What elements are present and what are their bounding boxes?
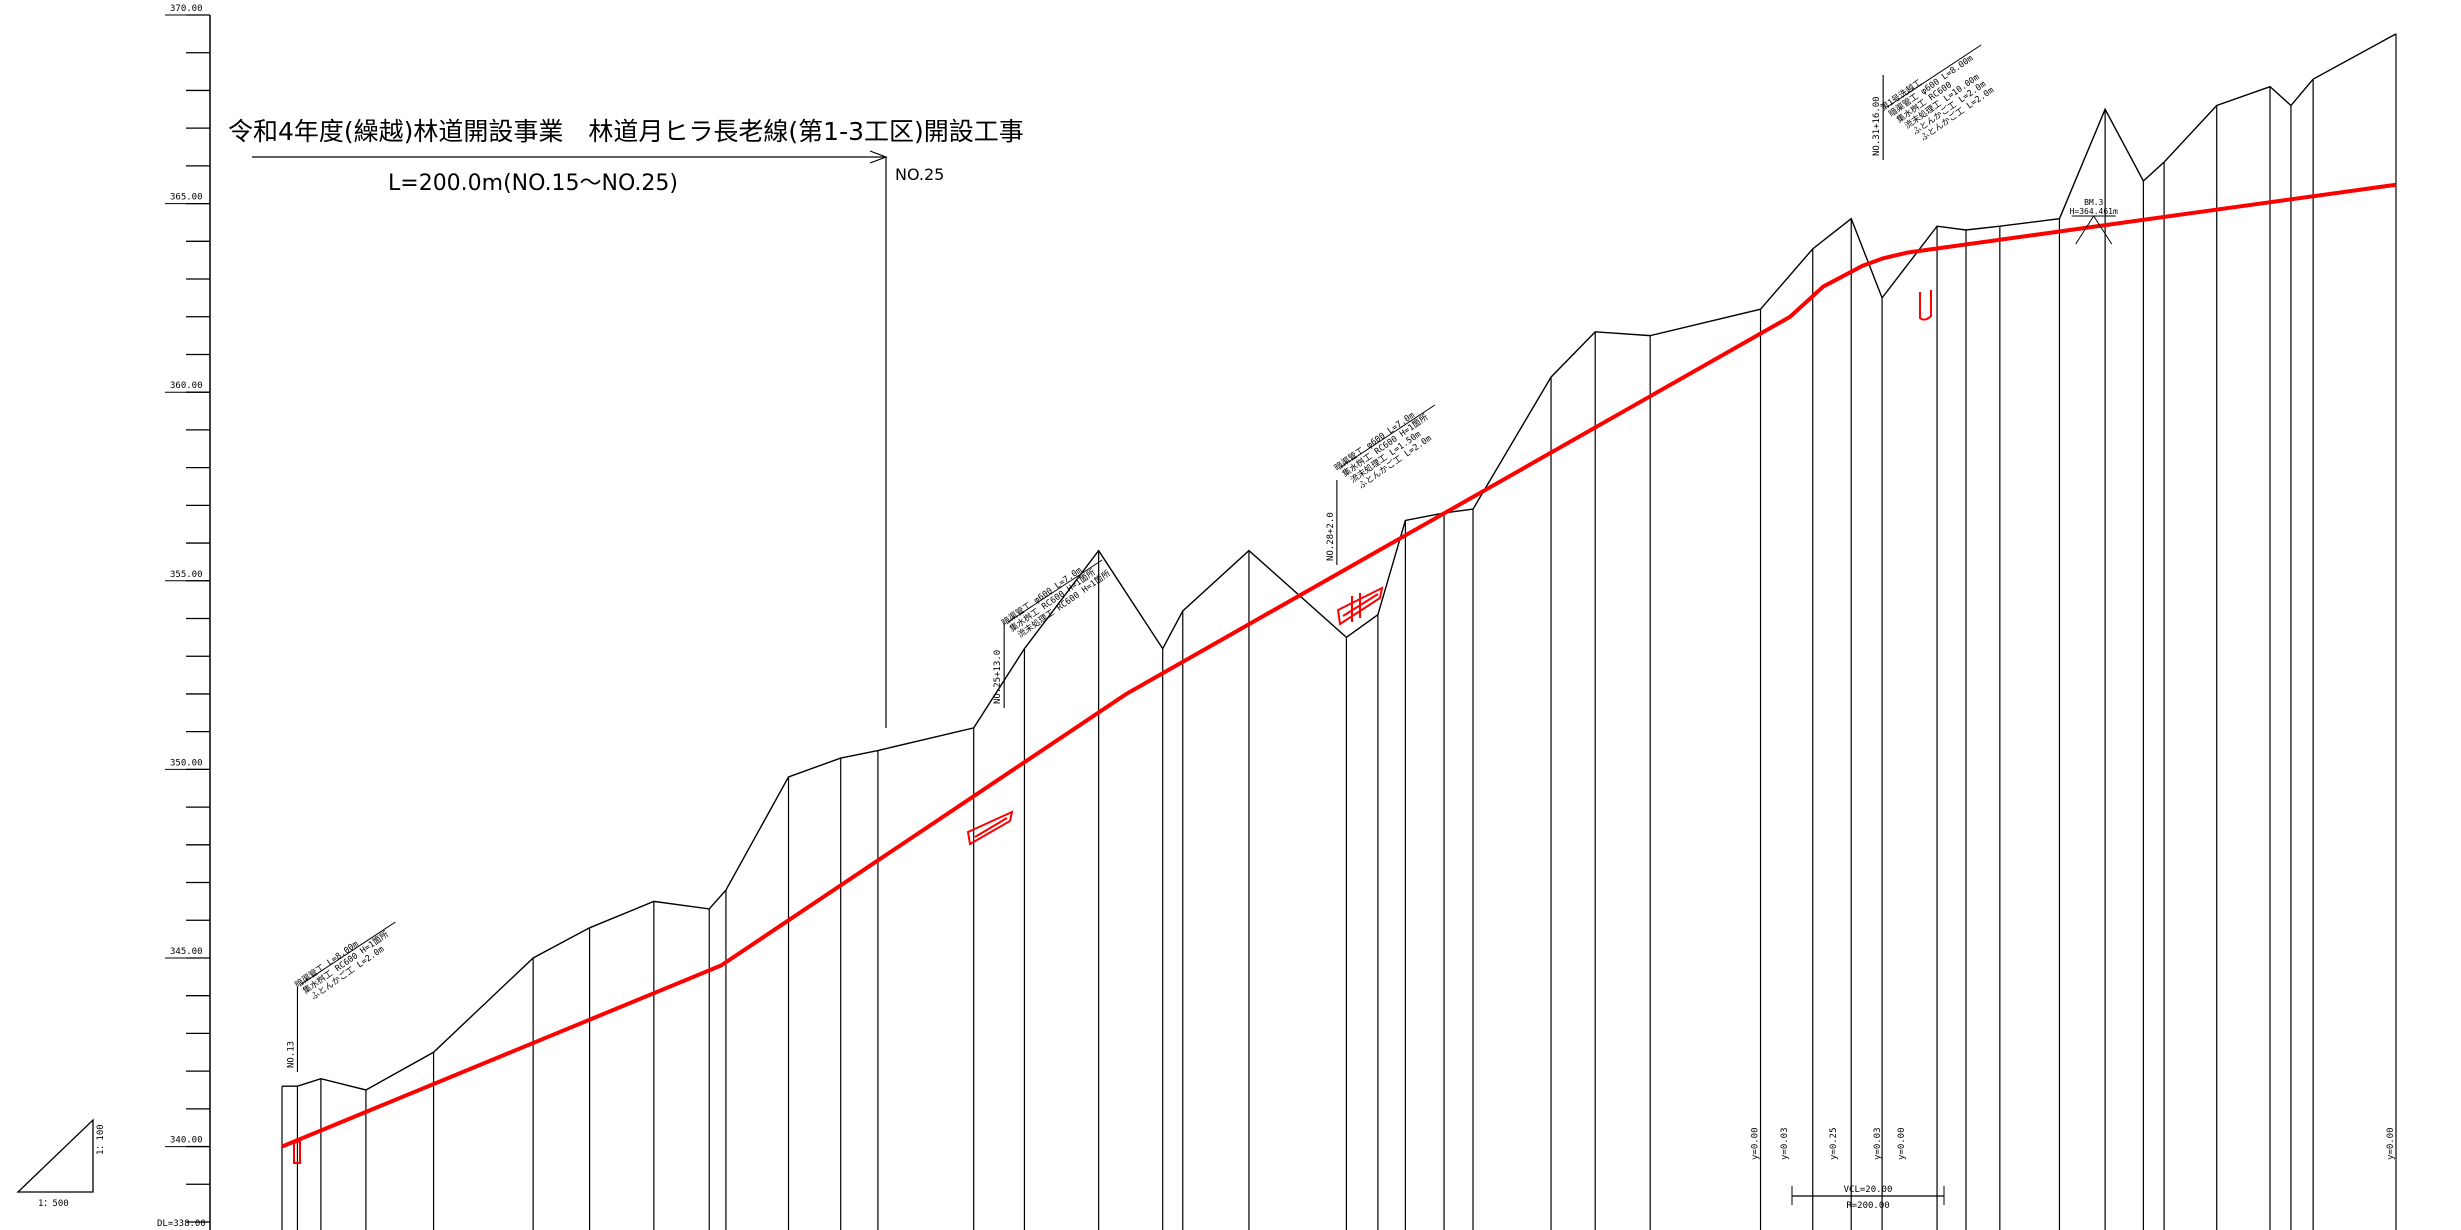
note-leader: [301, 921, 396, 985]
vertical-scale-label: 1：100: [96, 1124, 106, 1155]
horizontal-scale-label: 1：500: [38, 1199, 69, 1209]
grade-label: y=0.03: [1780, 1127, 1790, 1160]
grade-label: y=0.00: [1897, 1127, 1907, 1160]
grade-labels: y=0.00 y=0.03 y=0.25 y=0.03 y=0.00 y=0.00: [1751, 1127, 2396, 1160]
plan-grade-line: [281, 182, 2397, 1149]
drawing-title: 令和4年度(繰越)林道開設事業 林道月ヒラ長老線(第1-3工区)開設工事: [228, 117, 1024, 146]
elevation-axis-labels: 340.00 345.00 350.00 355.00 360.00 365.00 370.…: [165, 4, 210, 1148]
note-line: 集水桝工 RC600 H=1箇所: [301, 929, 391, 997]
station-tag-label: NO.25+13.0: [993, 650, 1003, 704]
culvert-symbol: [293, 1139, 301, 1164]
vertical-curve-dimension: VCL=20.00 R=200.00: [1791, 1185, 1945, 1211]
note-leader: [1340, 404, 1436, 468]
culvert-symbol: [1919, 290, 1932, 321]
culvert-symbol: [966, 810, 1014, 846]
station-tag-label: NO.31+16.00: [1872, 96, 1882, 156]
axis-tick-label: 365.00: [170, 193, 203, 203]
vertical-curve-radius: R=200.00: [1846, 1201, 1889, 1211]
note-leader: [1007, 559, 1103, 623]
grade-label: y=0.03: [1873, 1127, 1883, 1160]
ground-profile-line: [282, 33, 2397, 1091]
axis-tick-label: 370.00: [170, 4, 203, 14]
scale-triangle: 1：500 1：100: [16, 1118, 106, 1209]
note-leader: [1886, 44, 1982, 108]
note-line: 集水桝工 RC600 H=1箇所: [1008, 567, 1098, 635]
benchmark-marker: BM.3H=364.461m: [2070, 198, 2118, 245]
benchmark-label: BM.3: [2084, 198, 2103, 207]
culvert-symbol: [1336, 586, 1384, 626]
benchmark-elevation: H=364.461m: [2070, 207, 2118, 216]
axis-tick-label: 360.00: [170, 381, 203, 391]
grade-label: y=0.00: [1751, 1127, 1761, 1160]
station-verticals: [281, 33, 2397, 1230]
axis-tick-label: 355.00: [170, 570, 203, 580]
grade-label: y=0.00: [2386, 1127, 2396, 1160]
elevation-axis: 340.00 345.00 350.00 355.00 360.00 365.00 370.…: [165, 4, 211, 1230]
station-tags: NO.13 NO.25+13.0 NO.28+2.0 NO.31+16.00: [286, 75, 1884, 1072]
grade-label: y=0.25: [1829, 1127, 1839, 1160]
axis-tick-label: 345.00: [170, 947, 203, 957]
axis-tick-label: 350.00: [170, 758, 203, 768]
datum-label: DL=338.00: [157, 1219, 206, 1229]
length-label: L=200.0m(NO.15〜NO.25): [388, 171, 678, 196]
axis-tick-label: 340.00: [170, 1136, 203, 1146]
end-station-label: NO.25: [895, 165, 944, 184]
vertical-curve-length: VCL=20.00: [1844, 1185, 1893, 1195]
station-tag-label: NO.13: [286, 1041, 296, 1068]
station-tag-label: NO.28+2.0: [1326, 512, 1336, 561]
length-arrow: [252, 150, 888, 728]
culvert-symbols: [293, 290, 1932, 1164]
